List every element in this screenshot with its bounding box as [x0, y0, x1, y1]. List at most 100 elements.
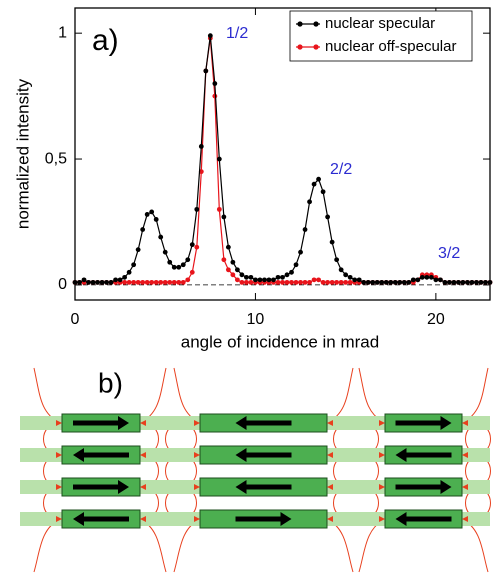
data-point: [248, 274, 254, 280]
data-point: [135, 279, 141, 285]
arrow-head: [395, 512, 407, 526]
field-arrow: [194, 484, 200, 490]
data-point: [456, 279, 461, 285]
arrow-head: [235, 416, 247, 430]
data-point: [311, 181, 317, 187]
data-point: [365, 279, 371, 285]
data-point: [280, 274, 285, 280]
data-point: [234, 267, 240, 273]
field-arrow: [56, 516, 62, 522]
data-point: [478, 279, 484, 285]
field-line: [461, 367, 489, 424]
data-point: [474, 279, 479, 285]
data-point: [284, 272, 290, 278]
field-arrow: [327, 516, 333, 522]
field-line: [139, 367, 167, 424]
data-point: [465, 279, 470, 285]
field-arrow: [327, 484, 333, 490]
arrow-head: [235, 480, 247, 494]
data-point: [149, 279, 155, 285]
data-point: [334, 257, 340, 263]
data-point: [392, 279, 398, 285]
data-point: [316, 176, 321, 182]
field-line: [326, 367, 354, 424]
legend-swatch: [313, 21, 319, 27]
data-point: [338, 267, 344, 273]
data-point: [320, 189, 326, 195]
data-point: [99, 279, 105, 285]
field-line: [139, 518, 167, 573]
arrow-head: [280, 512, 292, 526]
field-arrow: [379, 484, 385, 490]
data-point: [117, 277, 123, 283]
data-point: [442, 279, 448, 285]
data-point: [104, 279, 109, 285]
data-point: [108, 279, 114, 285]
field-line: [326, 518, 354, 573]
x-axis-label: angle of incidence in mrad: [181, 332, 379, 351]
diagram: [20, 367, 491, 573]
data-point: [149, 209, 155, 215]
data-point: [171, 279, 177, 285]
field-line: [358, 518, 386, 573]
data-point: [424, 274, 430, 280]
data-point: [185, 277, 191, 283]
data-point: [144, 279, 150, 285]
arrow-head: [118, 480, 129, 494]
field-arrow: [140, 420, 146, 426]
field-arrow: [56, 452, 62, 458]
data-point: [253, 277, 258, 283]
data-point: [410, 277, 416, 283]
data-point: [302, 227, 308, 232]
data-point: [162, 279, 168, 285]
data-point: [302, 279, 308, 285]
data-point: [153, 217, 159, 222]
data-point: [244, 279, 249, 285]
data-point: [180, 262, 186, 268]
field-arrow: [140, 452, 146, 458]
field-arrow: [379, 420, 385, 426]
data-point: [275, 279, 281, 285]
arrow-head: [440, 480, 452, 494]
field-arrow: [327, 452, 333, 458]
y-tick-label: 1: [58, 24, 67, 41]
y-tick-label: 0,5: [45, 150, 67, 167]
data-point: [374, 279, 380, 285]
series-line: [75, 35, 490, 283]
data-point: [122, 274, 128, 280]
data-point: [86, 279, 91, 285]
arrow-head: [118, 416, 129, 430]
data-point: [140, 227, 146, 232]
data-point: [113, 277, 118, 283]
data-point: [262, 277, 267, 283]
field-arrow: [56, 420, 62, 426]
data-point: [176, 279, 182, 285]
data-point: [72, 279, 78, 285]
data-point: [298, 249, 303, 255]
panel-label: a): [92, 24, 119, 57]
data-point: [406, 279, 412, 285]
data-point: [275, 274, 281, 280]
data-point: [293, 279, 299, 285]
data-point: [487, 279, 493, 285]
field-arrow: [462, 452, 468, 458]
data-point: [167, 279, 173, 285]
data-point: [207, 33, 213, 39]
plot-frame: [74, 7, 491, 301]
data-point: [95, 279, 100, 285]
data-point: [131, 279, 137, 285]
data-point: [329, 279, 335, 285]
data-point: [185, 257, 191, 263]
data-point: [343, 272, 349, 278]
data-point: [338, 279, 344, 285]
data-point: [433, 277, 439, 283]
data-point: [171, 264, 177, 270]
data-point: [212, 93, 218, 99]
field-arrow: [327, 420, 333, 426]
data-point: [428, 274, 434, 280]
data-point: [419, 274, 425, 280]
data-point: [266, 277, 272, 283]
data-point: [216, 156, 222, 162]
